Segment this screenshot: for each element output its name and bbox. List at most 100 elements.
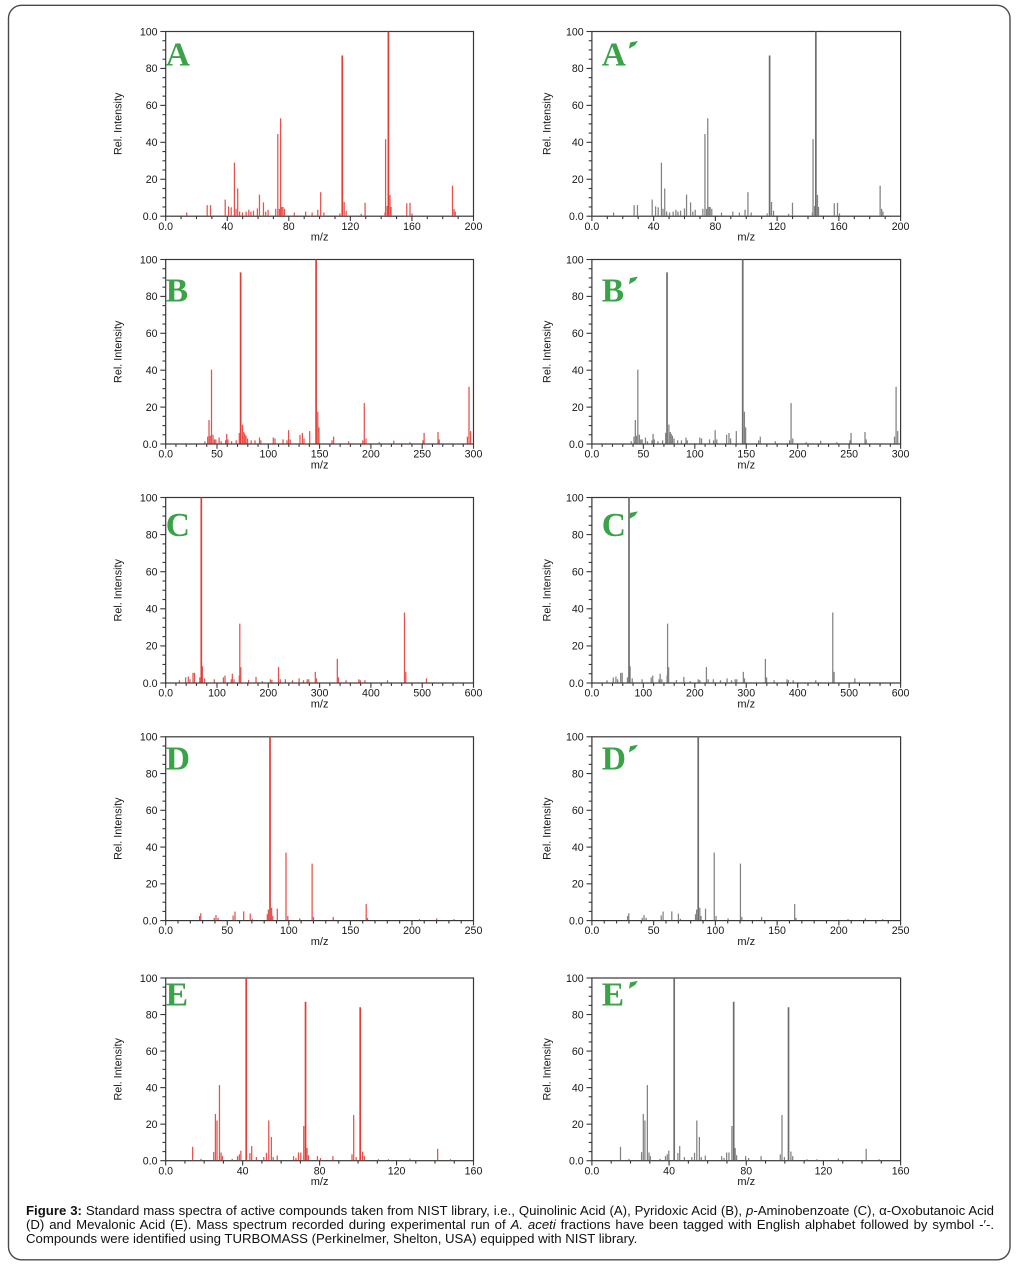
svg-text:600: 600 <box>892 688 910 700</box>
svg-text:40: 40 <box>146 1082 158 1094</box>
svg-text:80: 80 <box>146 1009 158 1021</box>
svg-text:20: 20 <box>572 402 584 414</box>
svg-text:Rel. Intensity: Rel. Intensity <box>542 797 554 860</box>
svg-text:150: 150 <box>342 925 360 937</box>
svg-text:Rel. Intensity: Rel. Intensity <box>542 558 554 621</box>
svg-text:60: 60 <box>146 1046 158 1058</box>
svg-text:m/z: m/z <box>311 232 329 244</box>
svg-text:C: C <box>166 507 190 544</box>
svg-text:80: 80 <box>572 529 584 541</box>
svg-text:100: 100 <box>208 688 226 700</box>
svg-text:0.0: 0.0 <box>158 221 173 233</box>
svg-text:0.0: 0.0 <box>569 211 584 223</box>
svg-text:100: 100 <box>566 732 584 744</box>
svg-text:0.0: 0.0 <box>585 449 600 461</box>
svg-text:Rel. Intensity: Rel. Intensity <box>112 797 124 860</box>
svg-text:200: 200 <box>686 688 704 700</box>
svg-text:0.0: 0.0 <box>143 211 158 223</box>
svg-text:250: 250 <box>840 449 858 461</box>
svg-text:0.0: 0.0 <box>143 915 158 927</box>
svg-text:20: 20 <box>146 174 158 186</box>
svg-text:0.0: 0.0 <box>143 678 158 690</box>
svg-text:Rel. Intensity: Rel. Intensity <box>542 92 554 155</box>
svg-text:B: B <box>602 272 624 309</box>
svg-text:200: 200 <box>403 925 421 937</box>
svg-text:m/z: m/z <box>737 936 755 948</box>
svg-text:60: 60 <box>572 328 584 340</box>
svg-text:50: 50 <box>211 449 223 461</box>
svg-text:100: 100 <box>140 973 158 985</box>
svg-text:m/z: m/z <box>311 699 329 711</box>
svg-text:Rel. Intensity: Rel. Intensity <box>542 320 554 383</box>
svg-text:0.0: 0.0 <box>143 439 158 451</box>
svg-text:100: 100 <box>707 925 725 937</box>
svg-text:100: 100 <box>280 925 298 937</box>
svg-text:120: 120 <box>342 221 360 233</box>
svg-text:100: 100 <box>140 254 158 266</box>
svg-text:0.0: 0.0 <box>158 925 173 937</box>
svg-text:m/z: m/z <box>737 699 755 711</box>
svg-text:80: 80 <box>572 768 584 780</box>
svg-text:100: 100 <box>140 492 158 504</box>
svg-text:200: 200 <box>830 925 848 937</box>
svg-text:160: 160 <box>465 1165 483 1177</box>
svg-text:40: 40 <box>572 842 584 854</box>
svg-text:m/z: m/z <box>311 460 329 472</box>
svg-text:40: 40 <box>648 221 660 233</box>
svg-text:A: A <box>166 37 190 74</box>
svg-text:0.0: 0.0 <box>143 1156 158 1168</box>
svg-text:100: 100 <box>259 449 277 461</box>
svg-text:300: 300 <box>892 449 910 461</box>
svg-text:60: 60 <box>572 805 584 817</box>
svg-text:A: A <box>602 37 626 74</box>
svg-text:80: 80 <box>146 529 158 541</box>
svg-text:0.0: 0.0 <box>158 1165 173 1177</box>
svg-text:20: 20 <box>572 879 584 891</box>
svg-text:C: C <box>602 507 626 544</box>
svg-text:50: 50 <box>637 449 649 461</box>
svg-text:0.0: 0.0 <box>569 439 584 451</box>
svg-text:80: 80 <box>146 291 158 303</box>
svg-text:Rel. Intensity: Rel. Intensity <box>112 1038 124 1101</box>
svg-text:300: 300 <box>311 688 329 700</box>
svg-text:100: 100 <box>140 26 158 38</box>
svg-text:80: 80 <box>740 1165 752 1177</box>
svg-text:60: 60 <box>572 567 584 579</box>
svg-text:Rel. Intensity: Rel. Intensity <box>112 92 124 155</box>
svg-text:150: 150 <box>737 449 755 461</box>
svg-text:40: 40 <box>146 137 158 149</box>
svg-text:100: 100 <box>566 254 584 266</box>
svg-text:600: 600 <box>465 688 483 700</box>
svg-text:40: 40 <box>221 221 233 233</box>
svg-text:120: 120 <box>815 1165 833 1177</box>
svg-text:80: 80 <box>314 1165 326 1177</box>
svg-text:B: B <box>166 272 188 309</box>
svg-text:100: 100 <box>566 26 584 38</box>
svg-text:E: E <box>166 977 188 1014</box>
svg-text:m/z: m/z <box>311 936 329 948</box>
svg-text:80: 80 <box>146 768 158 780</box>
svg-text:100: 100 <box>566 492 584 504</box>
svg-text:Rel. Intensity: Rel. Intensity <box>112 558 124 621</box>
svg-text:100: 100 <box>566 973 584 985</box>
svg-text:E: E <box>602 977 624 1014</box>
svg-text:250: 250 <box>892 925 910 937</box>
svg-text:m/z: m/z <box>737 232 755 244</box>
svg-text:150: 150 <box>311 449 329 461</box>
svg-text:200: 200 <box>465 221 483 233</box>
svg-text:200: 200 <box>892 221 910 233</box>
svg-text:50: 50 <box>221 925 233 937</box>
svg-text:0.0: 0.0 <box>585 688 600 700</box>
svg-text:0.0: 0.0 <box>585 925 600 937</box>
svg-text:400: 400 <box>362 688 380 700</box>
svg-text:150: 150 <box>768 925 786 937</box>
svg-text:60: 60 <box>146 328 158 340</box>
svg-text:80: 80 <box>709 221 721 233</box>
svg-text:160: 160 <box>403 221 421 233</box>
svg-text:500: 500 <box>840 688 858 700</box>
svg-text:80: 80 <box>572 63 584 75</box>
svg-text:400: 400 <box>789 688 807 700</box>
svg-text:250: 250 <box>465 925 483 937</box>
svg-text:250: 250 <box>413 449 431 461</box>
svg-text:0.0: 0.0 <box>569 1156 584 1168</box>
